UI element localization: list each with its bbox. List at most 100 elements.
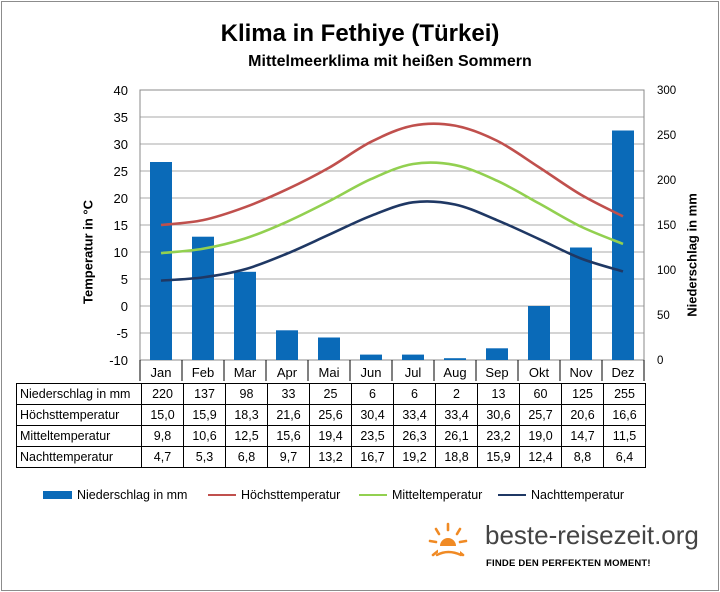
table-row-label: Mitteltemperatur (16, 425, 142, 447)
logo-tagline: FINDE DEN PERFEKTEN MOMENT! (486, 558, 651, 569)
y-left-tick-label: 15 (114, 218, 128, 233)
table-cell: 33,4 (393, 404, 436, 426)
x-tick-label: Sep (485, 365, 508, 380)
table-cell: 11,5 (603, 425, 646, 447)
table-cell: 12,4 (519, 446, 562, 468)
sun-icon (428, 522, 468, 558)
table-cell: 12,5 (225, 425, 268, 447)
x-tick-label: Nov (569, 365, 593, 380)
table-cell: 19,2 (393, 446, 436, 468)
table-cell: 33,4 (435, 404, 478, 426)
table-cell: 13 (477, 383, 520, 405)
table-row: Nachttemperatur 4,7 5,3 6,8 9,7 13,2 16,7 19,2 1… (16, 446, 646, 468)
table-cell: 15,6 (267, 425, 310, 447)
x-tick-label: Jun (361, 365, 382, 380)
table-cell: 16,6 (603, 404, 646, 426)
y-right-tick-label: 200 (657, 175, 676, 187)
table-cell: 125 (561, 383, 604, 405)
table-cell: 18,8 (435, 446, 478, 468)
precip-bar (444, 358, 466, 360)
table-cell: 23,5 (351, 425, 394, 447)
table-cell: 15,9 (183, 404, 226, 426)
table-cell: 16,7 (351, 446, 394, 468)
table-cell: 25,7 (519, 404, 562, 426)
table-row-label: Niederschlag in mm (16, 383, 142, 405)
table-cell: 25,6 (309, 404, 352, 426)
table-cell: 21,6 (267, 404, 310, 426)
y-left-tick-label: 20 (114, 191, 128, 206)
table-row-label: Höchsttemperatur (16, 404, 142, 426)
table-cell: 19,0 (519, 425, 562, 447)
legend-swatch-night (498, 494, 526, 496)
table-cell: 30,6 (477, 404, 520, 426)
table-cell: 25 (309, 383, 352, 405)
precip-bar (570, 247, 592, 360)
y-right-tick-label: 50 (657, 310, 670, 322)
table-cell: 6 (393, 383, 436, 405)
table-row: Höchsttemperatur 15,0 15,9 18,3 21,6 25,6 30,4… (16, 404, 646, 426)
table-cell: 4,7 (141, 446, 184, 468)
table-cell: 23,2 (477, 425, 520, 447)
precip-bar (402, 354, 424, 360)
precip-bar (276, 330, 298, 360)
x-tick-label: Dez (611, 365, 634, 380)
table-cell: 255 (603, 383, 646, 405)
logo-name: beste-reisezeit.org (485, 520, 699, 550)
table-row: Mitteltemperatur 9,8 10,6 12,5 15,6 19,4 23,5 2… (16, 425, 646, 447)
night-temp-line (160, 200, 624, 282)
table-cell: 13,2 (309, 446, 352, 468)
legend-item-high: Höchsttemperatur (208, 488, 340, 502)
table-cell: 26,1 (435, 425, 478, 447)
y-right-tick-label: 100 (657, 265, 676, 277)
precip-bar (150, 162, 172, 360)
climate-data-table: Niederschlag in mm 220 137 98 33 25 6 6 2 13 60 125… (16, 383, 646, 468)
x-tick-label: Jul (405, 365, 422, 380)
table-cell: 26,3 (393, 425, 436, 447)
table-cell: 9,7 (267, 446, 310, 468)
y-left-tick-label: 35 (114, 110, 128, 125)
table-cell: 60 (519, 383, 562, 405)
legend-swatch-precip (43, 491, 72, 499)
y-left-tick-label: 0 (121, 299, 128, 314)
y-right-tick-label: 150 (657, 220, 676, 232)
precip-bar (612, 130, 634, 360)
table-cell: 15,0 (141, 404, 184, 426)
y-left-tick-label: -10 (109, 353, 128, 368)
table-cell: 20,6 (561, 404, 604, 426)
x-tick-label: Okt (529, 365, 550, 380)
table-cell: 10,6 (183, 425, 226, 447)
table-cell: 2 (435, 383, 478, 405)
table-cell: 137 (183, 383, 226, 405)
table-cell: 6,4 (603, 446, 646, 468)
x-tick-label: Apr (277, 365, 298, 380)
legend-label-mean: Mitteltemperatur (392, 488, 483, 502)
x-tick-label: Mai (319, 365, 340, 380)
legend-label-high: Höchsttemperatur (241, 488, 341, 502)
x-tick-label: Feb (192, 365, 214, 380)
legend-swatch-high (208, 494, 236, 496)
legend-label-precip: Niederschlag in mm (77, 488, 188, 502)
table-cell: 8,8 (561, 446, 604, 468)
y-left-tick-label: 10 (114, 245, 128, 260)
x-tick-label: Aug (443, 365, 466, 380)
y-right-tick-label: 250 (657, 130, 676, 142)
precip-bar (234, 271, 256, 360)
legend-label-night: Nachttemperatur (531, 488, 625, 502)
table-cell: 14,7 (561, 425, 604, 447)
table-row: Niederschlag in mm 220 137 98 33 25 6 6 2 13 60 125… (16, 383, 646, 405)
x-tick-label: Mar (234, 365, 257, 380)
table-cell: 5,3 (183, 446, 226, 468)
chart-title: Klima in Fethiye (Türkei) (220, 20, 500, 47)
precip-bar (486, 348, 508, 360)
y-right-tick-label: 0 (657, 355, 663, 367)
precip-bar (360, 354, 382, 360)
chart-subtitle: Mittelmeerklima mit heißen Sommern (248, 53, 532, 70)
table-cell: 6,8 (225, 446, 268, 468)
table-cell: 18,3 (225, 404, 268, 426)
y-left-tick-label: 5 (121, 272, 128, 287)
y-right-tick-label: 300 (657, 85, 676, 97)
legend-swatch-mean (359, 494, 387, 496)
table-cell: 19,4 (309, 425, 352, 447)
legend-item-precip: Niederschlag in mm (43, 488, 187, 502)
